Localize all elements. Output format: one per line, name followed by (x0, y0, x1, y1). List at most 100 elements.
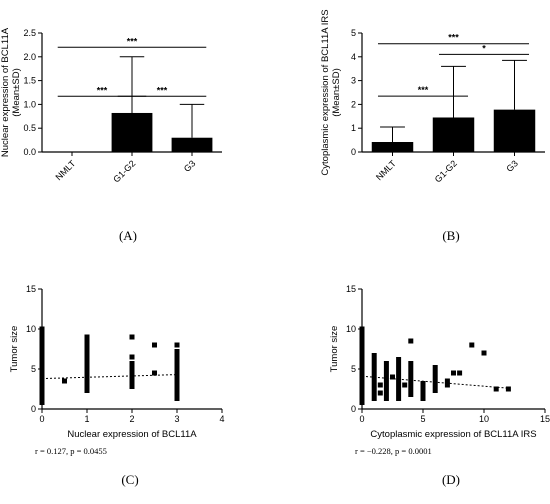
y-tick-label: 0 (31, 404, 36, 414)
correlation-stat: r = 0.127, p = 0.0455 (35, 446, 107, 456)
y-tick-label: 1.5 (23, 76, 36, 86)
y-axis-label-line: (Mean±SD) (11, 68, 22, 117)
panel-label: (D) (442, 472, 460, 487)
y-tick-label: 5 (31, 364, 36, 374)
data-point (469, 342, 475, 348)
y-tick-label: 0.0 (23, 147, 36, 157)
x-tick-label: 1 (84, 414, 89, 424)
bar (371, 142, 414, 152)
y-tick-label: 2.0 (23, 52, 36, 62)
data-point (152, 370, 157, 376)
y-tick-label: 2.5 (23, 28, 36, 38)
y-tick-label: 15 (26, 284, 36, 294)
data-point (505, 386, 511, 392)
data-point (84, 350, 90, 356)
x-tick-label: 10 (479, 414, 489, 424)
x-axis-label: Cytoplasmic expression of BCL11A IRS (370, 429, 536, 440)
data-point-column (359, 329, 365, 405)
data-point (152, 342, 157, 348)
x-tick-label: 0 (359, 414, 364, 424)
data-point (39, 326, 45, 332)
data-point (493, 386, 499, 392)
x-tick-label: 2 (129, 414, 134, 424)
data-point (174, 342, 180, 348)
data-point (84, 342, 90, 348)
y-axis-label: Nuclear expression of BCL11A(Mean±SD) (0, 27, 22, 157)
data-point (408, 338, 414, 344)
data-point (62, 378, 67, 384)
x-tick-label: 4 (219, 414, 224, 424)
data-point-column (129, 361, 135, 389)
y-tick-label: 10 (26, 324, 36, 334)
data-point-column (432, 365, 438, 393)
y-tick-label: 10 (346, 324, 356, 334)
significance-label: *** (418, 85, 429, 95)
data-point-column (39, 329, 45, 405)
x-tick-label: G3 (182, 158, 198, 174)
data-point (129, 334, 135, 340)
data-point (444, 378, 450, 384)
data-point (444, 382, 450, 388)
x-tick-label: G1-G2 (433, 158, 459, 184)
y-tick-label: 1.0 (23, 99, 36, 109)
data-point-column (383, 361, 389, 401)
y-axis-label-line: Cytoplasmic expression of BCL11A IRS (320, 9, 331, 175)
x-tick-label: 3 (174, 414, 179, 424)
data-point (359, 326, 365, 332)
data-point (402, 382, 408, 388)
trend-line (361, 375, 509, 389)
significance-label: *** (448, 33, 459, 43)
panel-label: (B) (442, 228, 459, 243)
y-tick-label: 1 (351, 123, 356, 133)
significance-label: *** (157, 85, 168, 95)
data-point (377, 390, 383, 396)
data-point (451, 370, 456, 376)
data-point (377, 382, 383, 388)
y-tick-label: 2 (351, 99, 356, 109)
y-tick-label: 15 (346, 284, 356, 294)
data-point (84, 334, 90, 340)
panel-label: (C) (121, 472, 138, 487)
data-point (481, 350, 487, 356)
y-tick-label: 3 (351, 76, 356, 86)
y-tick-label: 4 (351, 52, 356, 62)
data-point (420, 386, 426, 392)
data-point (84, 362, 90, 368)
significance-label: *** (127, 36, 138, 46)
significance-label: * (482, 43, 486, 53)
data-point (129, 354, 135, 360)
correlation-stat: r = −0.228, p = 0.0001 (355, 446, 432, 456)
data-point-column (408, 361, 414, 397)
data-point-column (174, 349, 180, 401)
bar (493, 109, 536, 152)
trend-line (41, 374, 178, 380)
significance-label: *** (97, 85, 108, 95)
y-axis-label-line: (Mean±SD) (331, 68, 342, 117)
panel-label: (A) (119, 228, 137, 243)
y-tick-label: 5 (351, 28, 356, 38)
data-point (457, 370, 463, 376)
x-tick-label: NMLT (374, 158, 398, 182)
panel-c: 0 5 10 15 0 1 2 3 4 Tumor size Nuclear expression … (9, 284, 225, 487)
y-tick-label: 0.5 (23, 123, 36, 133)
bar (432, 117, 475, 152)
panel-d: 0 5 10 15 0 5 10 15 Tumor size Cytoplasmic expres… (329, 284, 550, 487)
panel-a: 0.0 0.5 1.0 1.5 2.0 2.5 NMLT G1-G2 G3 *** *** *** Nu… (0, 27, 222, 243)
bar (171, 137, 213, 152)
x-tick-label: G3 (504, 158, 520, 174)
x-tick-label: 0 (39, 414, 44, 424)
x-tick-label: G1-G2 (111, 158, 137, 184)
y-axis-label-line: Nuclear expression of BCL11A (0, 27, 11, 157)
data-point (390, 374, 395, 380)
y-tick-label: 5 (351, 364, 356, 374)
x-tick-label: NMLT (53, 158, 77, 182)
bar (111, 112, 153, 152)
x-tick-label: 5 (420, 414, 425, 424)
y-axis-label: Tumor size (329, 326, 340, 373)
y-tick-label: 0 (351, 404, 356, 414)
y-tick-label: 0 (351, 147, 356, 157)
x-axis-label: Nuclear expression of BCL11A (67, 429, 197, 440)
y-axis-label: Cytoplasmic expression of BCL11A IRS(Mea… (320, 9, 342, 175)
